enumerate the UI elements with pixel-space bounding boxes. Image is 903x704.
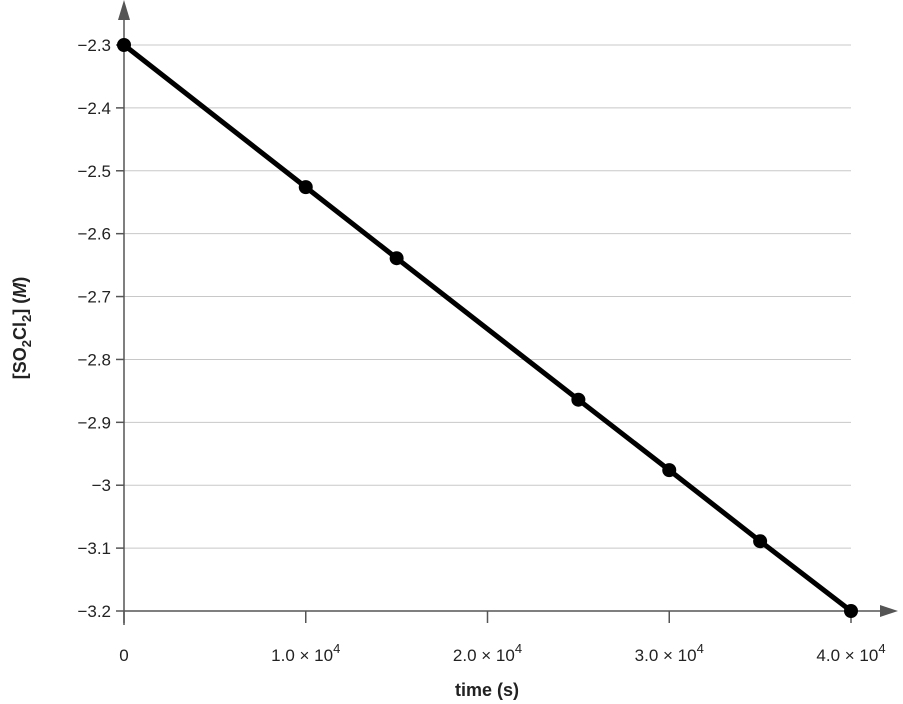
data-point xyxy=(389,251,404,266)
x-axis-label: time (s) xyxy=(455,680,519,700)
y-axis-label: [SO2Cl2] (M) xyxy=(10,277,34,379)
data-point xyxy=(298,180,313,195)
data-point xyxy=(117,38,131,52)
y-tick-label: −2.7 xyxy=(77,288,111,307)
y-tick-label: −3.2 xyxy=(77,602,111,621)
x-tick-label: 0 xyxy=(119,646,128,665)
y-tick-label: −2.4 xyxy=(77,99,111,118)
y-tick-label: −2.6 xyxy=(77,225,111,244)
data-point xyxy=(844,604,858,618)
x-tick-label: 3.0 × 104 xyxy=(635,641,704,665)
x-tick-label: 1.0 × 104 xyxy=(271,641,340,665)
x-tick-label: 2.0 × 104 xyxy=(453,641,522,665)
data-point xyxy=(571,392,586,407)
x-tick-label: 4.0 × 104 xyxy=(816,641,885,665)
y-tick-label: −2.8 xyxy=(77,350,111,369)
data-point xyxy=(753,534,768,549)
series xyxy=(117,38,858,618)
series-line xyxy=(122,43,853,613)
grid-lines xyxy=(124,44,851,549)
y-tick-label: −2.9 xyxy=(77,413,111,432)
y-axis-arrow-icon xyxy=(118,0,130,20)
y-ticks: −2.3 −2.4 −2.5 −2.6 −2.7 −2.8 −2.9 −3 −3.1 −3.2 xyxy=(77,36,124,621)
x-axis-arrow-icon xyxy=(880,605,898,617)
y-tick-label: −2.3 xyxy=(77,36,111,55)
axes xyxy=(118,0,898,625)
y-tick-label: −3 xyxy=(92,476,111,495)
y-tick-label: −2.5 xyxy=(77,162,111,181)
data-point xyxy=(662,463,677,478)
x-ticks: 0 1.0 × 104 2.0 × 104 3.0 × 104 4.0 × 104 xyxy=(119,611,886,665)
y-tick-label: −3.1 xyxy=(77,539,111,558)
